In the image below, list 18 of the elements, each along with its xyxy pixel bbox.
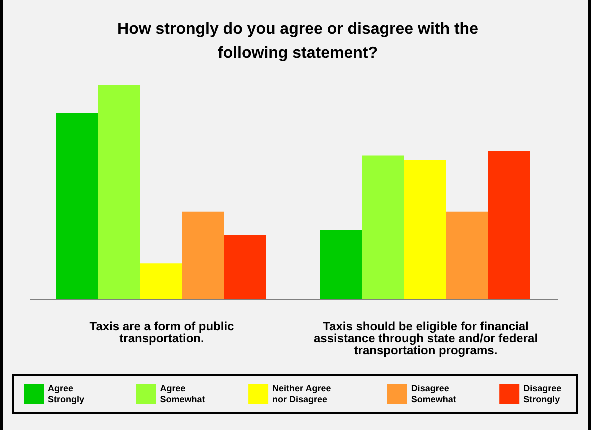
legend-label: Agree Strongly bbox=[48, 384, 85, 404]
bar bbox=[224, 235, 266, 300]
bar bbox=[362, 156, 404, 300]
bar bbox=[488, 151, 530, 300]
legend-label: Agree Somewhat bbox=[160, 384, 206, 404]
bar bbox=[182, 212, 224, 300]
bar bbox=[446, 212, 488, 300]
bar bbox=[404, 160, 446, 300]
chart-title: How strongly do you agree or disagree with the following statement? bbox=[116, 20, 480, 64]
bar bbox=[320, 230, 362, 300]
legend-label: Disagree Somewhat bbox=[411, 384, 456, 404]
legend-label: Neither Agree nor Disagree bbox=[272, 384, 332, 404]
legend-label: Disagree Strongly bbox=[524, 384, 562, 404]
bar bbox=[140, 264, 182, 300]
x-tick-label: Taxis should be eligible for financial assistance through state and/or federal transportation programs. bbox=[314, 320, 538, 358]
x-tick-label: Taxis are a form of public transportation. bbox=[90, 320, 235, 346]
bar bbox=[98, 85, 140, 300]
bar bbox=[56, 113, 98, 300]
